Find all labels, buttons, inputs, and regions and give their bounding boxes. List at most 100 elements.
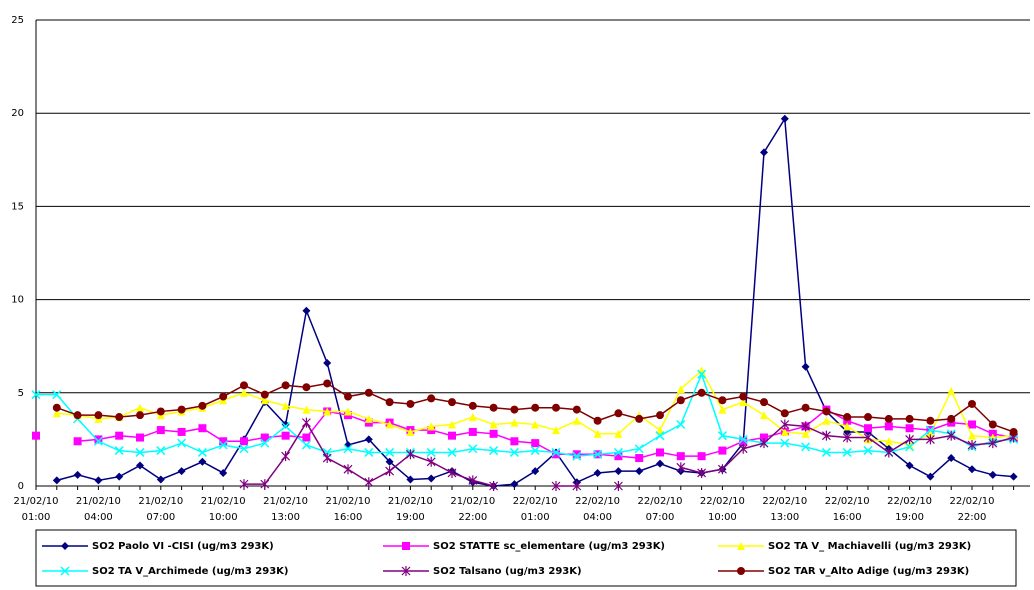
data-point <box>135 447 145 457</box>
data-point <box>822 407 831 416</box>
data-point <box>94 435 103 444</box>
data-point <box>239 479 249 490</box>
data-point <box>240 437 248 446</box>
data-point <box>489 420 498 429</box>
data-point <box>510 405 519 414</box>
data-point <box>115 472 124 481</box>
data-point <box>406 475 415 484</box>
data-point <box>697 467 707 478</box>
data-point <box>447 467 457 478</box>
data-point <box>884 437 893 446</box>
data-point <box>385 420 394 429</box>
data-point <box>406 399 415 408</box>
y-tick-label: 15 <box>11 201 24 212</box>
data-point <box>385 457 394 466</box>
data-point <box>676 462 686 473</box>
data-point <box>697 452 706 461</box>
data-point <box>197 447 207 457</box>
data-point <box>302 306 311 315</box>
data-point <box>489 446 499 456</box>
data-point <box>260 479 270 490</box>
data-point <box>260 438 270 448</box>
data-point <box>219 468 228 477</box>
data-point <box>593 429 602 438</box>
data-point <box>489 403 498 412</box>
data-point <box>863 446 873 456</box>
y-tick-label: 25 <box>11 15 24 26</box>
data-point <box>842 432 852 443</box>
data-point <box>177 438 187 448</box>
data-point <box>801 421 811 432</box>
data-point <box>593 416 602 425</box>
series-line <box>77 408 1014 459</box>
data-point <box>468 401 477 410</box>
data-point <box>988 438 998 449</box>
data-point <box>821 447 831 457</box>
data-point <box>968 399 976 408</box>
data-point <box>281 401 290 410</box>
data-point <box>260 390 269 399</box>
data-point <box>136 433 144 442</box>
data-point <box>448 420 456 429</box>
data-point <box>156 475 165 484</box>
data-point <box>385 398 394 407</box>
data-point <box>364 477 374 488</box>
data-point <box>385 466 395 477</box>
data-point <box>697 388 706 397</box>
x-tick-label: 21/02/10 04:00 <box>75 496 121 523</box>
data-point <box>718 405 727 414</box>
data-point <box>739 392 748 401</box>
y-tick-label: 10 <box>11 295 24 306</box>
data-point <box>426 447 436 457</box>
data-point <box>531 420 540 429</box>
data-point <box>94 476 103 485</box>
data-point <box>52 476 61 485</box>
data-point <box>301 417 311 428</box>
data-point <box>323 379 332 388</box>
data-point <box>468 444 478 454</box>
data-point <box>614 452 623 461</box>
data-point <box>676 396 685 405</box>
data-point <box>344 392 352 401</box>
data-point <box>385 447 395 457</box>
data-point <box>136 411 144 420</box>
x-tick-label: 22/02/10 01:00 <box>512 496 558 523</box>
data-point <box>759 438 769 449</box>
data-point <box>531 467 540 476</box>
data-point <box>426 456 436 467</box>
data-point <box>405 449 415 460</box>
data-point <box>551 481 561 491</box>
data-point <box>614 409 623 418</box>
data-point <box>406 427 415 436</box>
data-point <box>843 413 852 422</box>
data-point <box>780 114 789 123</box>
data-point <box>551 447 561 457</box>
data-point <box>240 381 248 390</box>
data-point <box>656 448 664 457</box>
x-tick-label: 21/02/10 01:00 <box>13 496 59 523</box>
x-tick-label: 22/02/10 04:00 <box>575 496 621 523</box>
y-tick-label: 20 <box>11 108 24 119</box>
data-point <box>864 424 872 433</box>
legend-marker <box>737 567 745 575</box>
series-line <box>36 372 1014 457</box>
data-point <box>552 426 560 435</box>
data-point <box>136 461 144 470</box>
data-point <box>52 403 61 412</box>
data-point <box>31 390 41 400</box>
x-tick-label: 22/02/10 07:00 <box>637 496 683 523</box>
x-tick-label: 22/02/10 19:00 <box>887 496 933 523</box>
data-point <box>572 405 581 414</box>
data-point <box>968 420 976 429</box>
data-point <box>593 449 603 459</box>
legend-label: SO2 TA V_ Machiavelli (ug/m3 293K) <box>768 541 971 552</box>
data-point <box>968 465 976 474</box>
data-point <box>468 413 477 422</box>
data-point <box>73 411 82 420</box>
data-point <box>322 453 332 464</box>
data-point <box>988 470 997 479</box>
data-point <box>884 422 893 431</box>
data-point <box>572 416 581 425</box>
data-point <box>905 461 914 470</box>
